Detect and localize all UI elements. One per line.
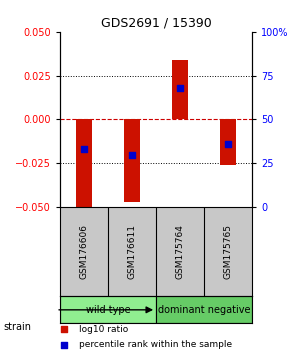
Point [61,326,66,332]
Point [61,342,66,347]
Point [226,141,230,147]
Bar [76,120,92,207]
Bar [60,296,156,324]
Text: strain: strain [3,322,31,332]
Text: dominant negative: dominant negative [158,305,250,315]
Bar [156,296,252,324]
Text: log10 ratio: log10 ratio [79,325,128,334]
Bar [124,120,140,202]
Bar [172,60,188,120]
Bar [220,120,236,165]
Text: wild type: wild type [86,305,130,315]
Point [130,152,134,157]
Point [178,85,182,91]
Text: GSM175764: GSM175764 [176,224,184,279]
Text: GSM176606: GSM176606 [80,224,88,279]
Text: GSM175765: GSM175765 [224,224,232,279]
Point [82,147,86,152]
Title: GDS2691 / 15390: GDS2691 / 15390 [100,16,212,29]
Text: percentile rank within the sample: percentile rank within the sample [79,340,232,349]
Text: GSM176611: GSM176611 [128,224,136,279]
